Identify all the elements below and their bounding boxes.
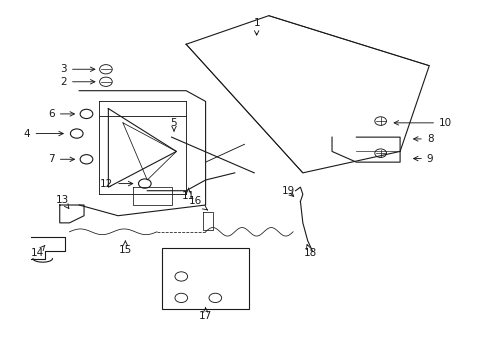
Text: 12: 12 bbox=[100, 179, 133, 189]
Text: 17: 17 bbox=[199, 308, 212, 321]
Bar bbox=[162, 248, 249, 309]
Text: 6: 6 bbox=[48, 109, 74, 119]
Text: 1: 1 bbox=[253, 18, 260, 35]
Text: 11: 11 bbox=[182, 188, 195, 201]
Text: 10: 10 bbox=[393, 118, 451, 128]
Text: 14: 14 bbox=[31, 246, 45, 258]
Text: 13: 13 bbox=[56, 195, 69, 208]
Text: 2: 2 bbox=[61, 77, 95, 87]
Text: 15: 15 bbox=[119, 241, 132, 255]
Text: 3: 3 bbox=[61, 64, 95, 74]
Text: 7: 7 bbox=[48, 154, 74, 164]
Text: 19: 19 bbox=[281, 186, 294, 197]
Text: 4: 4 bbox=[24, 129, 63, 139]
Text: 16: 16 bbox=[189, 197, 207, 210]
Text: 18: 18 bbox=[303, 244, 316, 258]
Text: 9: 9 bbox=[413, 154, 432, 163]
Text: 5: 5 bbox=[170, 118, 177, 131]
Text: 8: 8 bbox=[413, 134, 432, 144]
